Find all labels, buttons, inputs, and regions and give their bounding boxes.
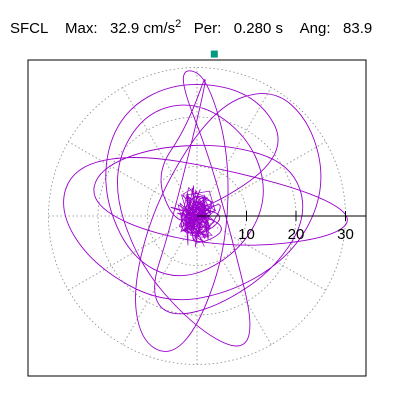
period-value: 0.280: [233, 20, 272, 37]
max-unit: cm/s: [143, 20, 176, 37]
max-unit-exponent: 2: [175, 18, 182, 30]
plot-frame: [27, 59, 367, 377]
peak-marker: [210, 50, 218, 58]
radial-tick-label-30: 30: [337, 226, 354, 243]
peak-marker-layer: [210, 50, 218, 58]
max-value: 32.9: [110, 20, 140, 37]
period-unit: s: [275, 20, 283, 37]
angle-value: 83.9: [343, 20, 373, 37]
chart-header: SFCL Max: 32.9 cm/s2 Per: 0.280 s Ang: 8…: [10, 18, 372, 40]
motion-trace: [63, 70, 348, 352]
station-code: SFCL: [10, 20, 49, 37]
radial-tick-label-10: 10: [238, 226, 255, 243]
radial-tick-label-20: 20: [288, 226, 305, 243]
max-label: Max:: [65, 20, 98, 37]
period-label: Per:: [193, 20, 222, 37]
angle-label: Ang:: [299, 20, 331, 37]
radial-axis: 10 20 30: [197, 211, 366, 243]
